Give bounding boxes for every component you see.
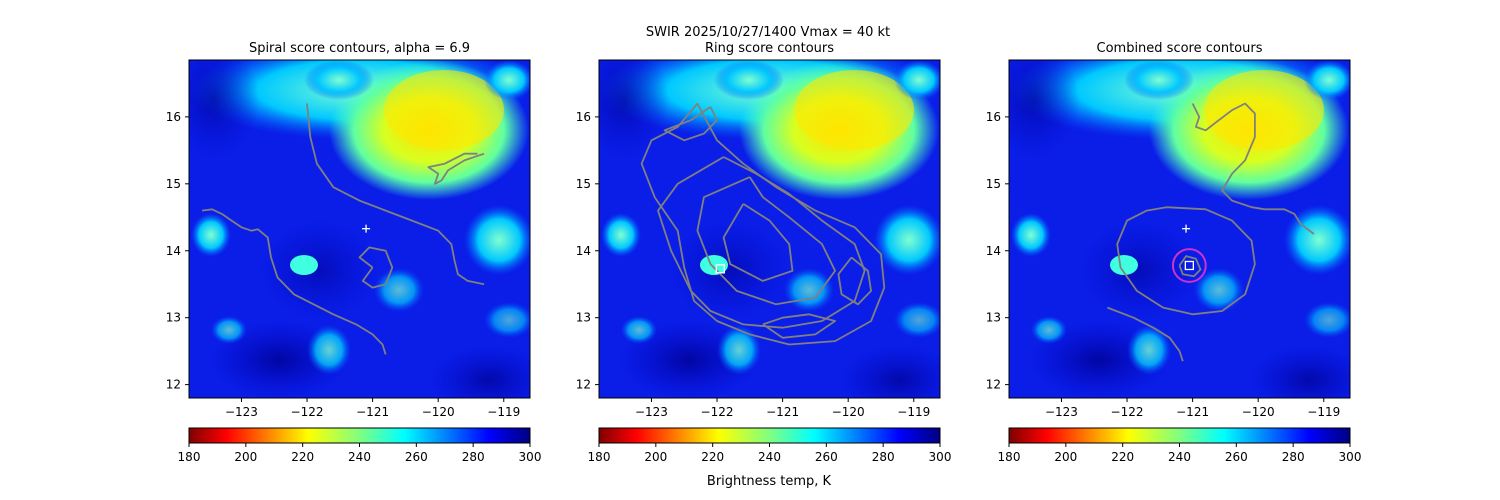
x-tick-label: −119 xyxy=(1307,405,1340,419)
colorbar-tick-label: 240 xyxy=(348,450,371,464)
x-tick-label: −120 xyxy=(832,405,865,419)
contour-group xyxy=(201,103,485,355)
axes-frame xyxy=(1008,59,1351,399)
score-contour xyxy=(663,106,718,142)
colorbar-tick-label: 260 xyxy=(405,450,428,464)
panel-2: Ring score contours −123 −122 −121 −120 −119 1… xyxy=(576,41,952,464)
x-tick-label: −122 xyxy=(291,405,324,419)
y-tick-label: 13 xyxy=(576,311,591,325)
figure-title: SWIR 2025/10/27/1400 Vmax = 40 kt xyxy=(646,25,890,40)
colorbar-tick-label: 300 xyxy=(929,450,952,464)
colorbar-tick-label: 280 xyxy=(462,450,485,464)
y-tick-label: 12 xyxy=(986,378,1001,392)
score-contour xyxy=(696,176,836,306)
x-tick-label: −123 xyxy=(1045,405,1078,419)
center-square-marker xyxy=(1184,260,1194,271)
y-tick-label: 16 xyxy=(576,110,591,124)
first-guess-plus-marker xyxy=(1182,224,1191,233)
score-contour xyxy=(837,256,872,306)
brightness-temperature-field xyxy=(599,60,940,398)
y-tick-label: 13 xyxy=(166,311,181,325)
score-contour xyxy=(657,156,866,329)
colorbar: 180 200 220 240 260 280 300 xyxy=(588,427,952,464)
colorbar-tick-label: 260 xyxy=(1225,450,1248,464)
x-tick-label: −122 xyxy=(701,405,734,419)
score-contour xyxy=(201,208,387,355)
panel-title: Combined score contours xyxy=(1097,41,1263,56)
uncertainty-circle xyxy=(1171,248,1207,283)
score-contour xyxy=(1107,306,1184,362)
colorbar: 180 200 220 240 260 280 300 xyxy=(178,427,542,464)
x-tick-label: −120 xyxy=(422,405,455,419)
y-tick-label: 15 xyxy=(576,177,591,191)
y-tick-label: 14 xyxy=(576,244,591,258)
panel-title: Spiral score contours, alpha = 6.9 xyxy=(249,41,470,56)
colorbar-tick-label: 300 xyxy=(1339,450,1362,464)
colorbar-tick-label: 180 xyxy=(178,450,201,464)
colorbar: 180 200 220 240 260 280 300 xyxy=(998,427,1362,464)
x-tick-label: −122 xyxy=(1111,405,1144,419)
colorbar-label: Brightness temp, K xyxy=(707,474,832,489)
x-tick-label: −123 xyxy=(225,405,258,419)
brightness-temperature-field xyxy=(189,60,530,398)
score-contour xyxy=(1116,206,1256,316)
score-contour xyxy=(1191,102,1315,235)
colorbar-tick-label: 180 xyxy=(998,450,1021,464)
y-tick-label: 12 xyxy=(166,378,181,392)
axes-frame xyxy=(188,59,531,399)
colorbar-tick-label: 260 xyxy=(815,450,838,464)
x-tick-label: −119 xyxy=(897,405,930,419)
x-tick-label: −123 xyxy=(635,405,668,419)
y-tick-label: 12 xyxy=(576,378,591,392)
first-guess-plus-marker xyxy=(362,224,371,233)
x-tick-label: −121 xyxy=(356,405,389,419)
panel-3: Combined score contours −123 −122 −121 −120 −… xyxy=(986,41,1362,464)
colorbar-tick-label: 180 xyxy=(588,450,611,464)
y-tick-label: 15 xyxy=(166,177,181,191)
x-tick-label: −120 xyxy=(1242,405,1275,419)
colorbar-gradient xyxy=(188,427,531,444)
score-contour xyxy=(306,103,485,286)
colorbar-gradient xyxy=(1008,427,1351,444)
colorbar-tick-label: 240 xyxy=(758,450,781,464)
axes-frame xyxy=(598,59,941,399)
y-tick-label: 13 xyxy=(986,311,1001,325)
score-contour xyxy=(722,203,794,282)
center-square-marker xyxy=(715,264,725,274)
panel-title: Ring score contours xyxy=(705,41,834,56)
colorbar-tick-label: 220 xyxy=(1111,450,1134,464)
score-contour xyxy=(427,152,485,185)
panels: Spiral score contours, alpha = 6.9 −123 −1… xyxy=(166,41,1362,464)
colorbar-tick-label: 280 xyxy=(872,450,895,464)
colorbar-tick-label: 200 xyxy=(234,450,257,464)
x-tick-label: −121 xyxy=(1176,405,1209,419)
colorbar-tick-label: 220 xyxy=(701,450,724,464)
colorbar-tick-label: 200 xyxy=(1054,450,1077,464)
score-contour xyxy=(358,246,394,289)
x-tick-label: −121 xyxy=(766,405,799,419)
x-tick-label: −119 xyxy=(487,405,520,419)
contour-group xyxy=(1107,102,1315,362)
brightness-temperature-field xyxy=(1009,60,1350,398)
y-tick-label: 14 xyxy=(986,244,1001,258)
y-tick-label: 15 xyxy=(986,177,1001,191)
colorbar-tick-label: 200 xyxy=(644,450,667,464)
score-contour xyxy=(762,313,836,339)
y-tick-label: 16 xyxy=(986,110,1001,124)
contour-group xyxy=(640,102,886,346)
colorbar-tick-label: 280 xyxy=(1282,450,1305,464)
colorbar-tick-label: 220 xyxy=(291,450,314,464)
y-tick-label: 14 xyxy=(166,244,181,258)
y-tick-label: 16 xyxy=(166,110,181,124)
score-contour xyxy=(1178,255,1202,278)
colorbar-tick-label: 240 xyxy=(1168,450,1191,464)
colorbar-tick-label: 300 xyxy=(519,450,542,464)
panel-1: Spiral score contours, alpha = 6.9 −123 −1… xyxy=(166,41,542,464)
colorbar-gradient xyxy=(598,427,941,444)
